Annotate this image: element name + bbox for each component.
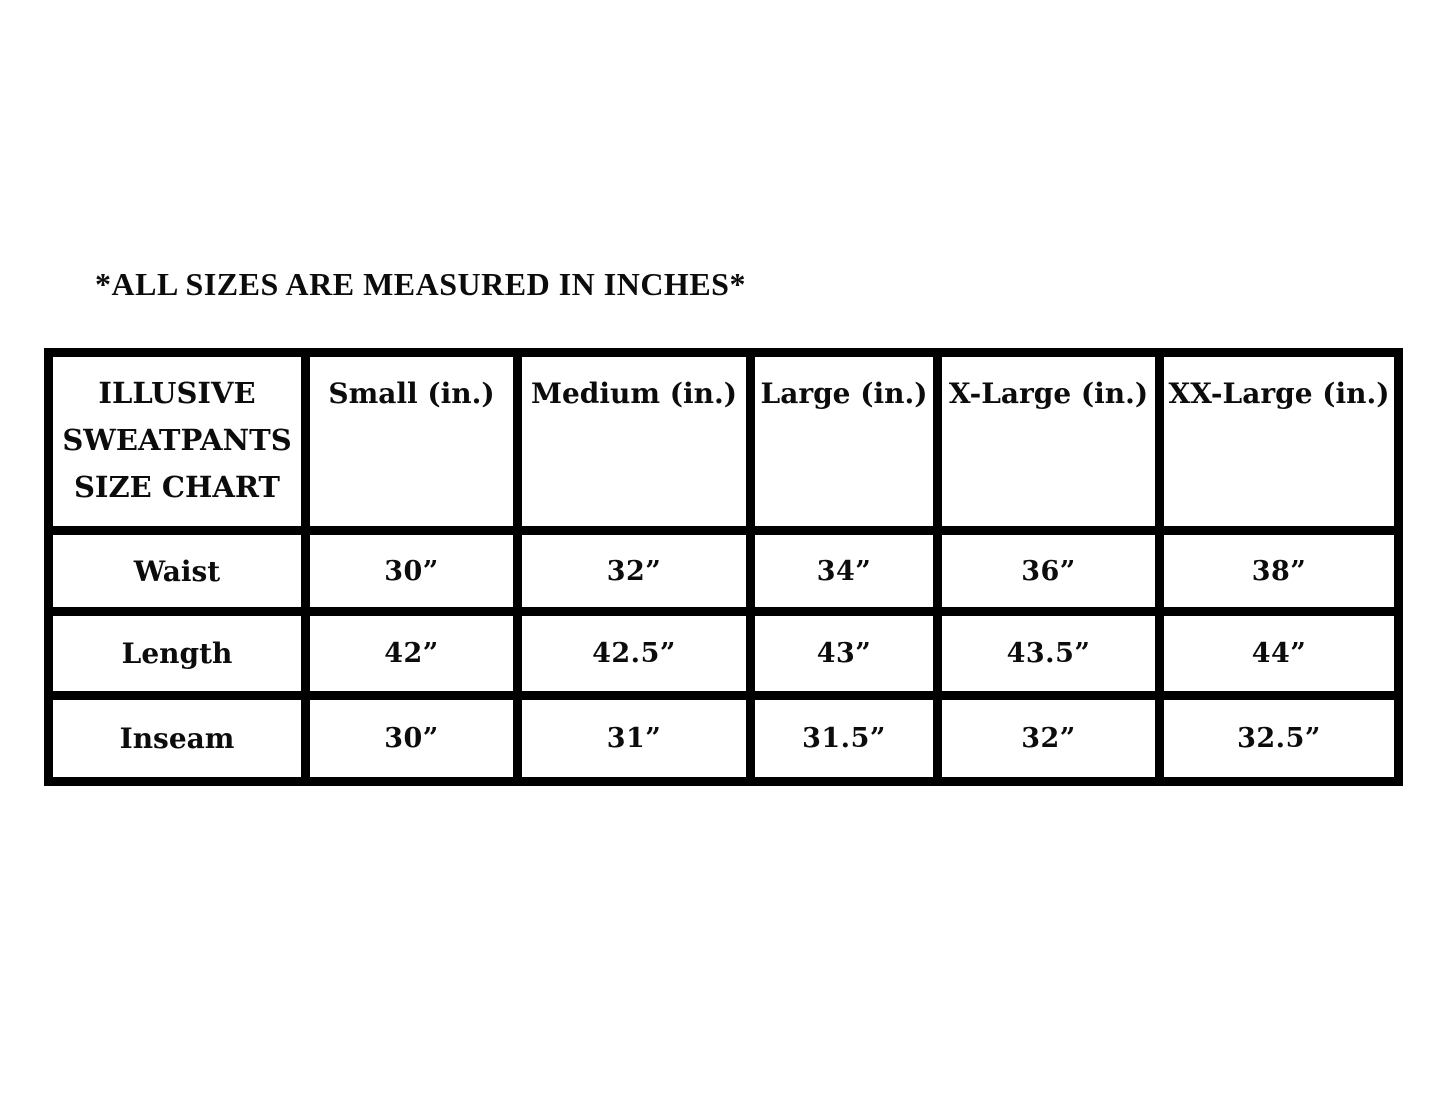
corner-header-cell: ILLUSIVE SWEATPANTS SIZE CHART [44,348,310,535]
corner-line-1: ILLUSIVE [98,376,256,410]
cell-waist-small: 30” [301,526,522,616]
cell-length-medium: 42.5” [513,607,755,700]
cell-inseam-medium: 31” [513,691,755,786]
column-header-small: Small (in.) [301,348,522,535]
cell-length-x-large: 43.5” [933,607,1164,700]
cell-inseam-xx-large: 32.5” [1155,691,1403,786]
header-row: ILLUSIVE SWEATPANTS SIZE CHART Small (in… [44,348,1403,535]
column-header-large: Large (in.) [746,348,942,535]
cell-waist-x-large: 36” [933,526,1164,616]
column-header-x-large: X-Large (in.) [933,348,1164,535]
cell-waist-xx-large: 38” [1155,526,1403,616]
cell-length-small: 42” [301,607,522,700]
column-header-medium: Medium (in.) [513,348,755,535]
row-label-inseam: Inseam [44,691,310,786]
cell-length-large: 43” [746,607,942,700]
column-header-xx-large: XX-Large (in.) [1155,348,1403,535]
cell-length-xx-large: 44” [1155,607,1403,700]
measurement-note: *ALL SIZES ARE MEASURED IN INCHES* [95,266,746,302]
row-label-waist: Waist [44,526,310,616]
corner-line-2: SWEATPANTS [62,423,292,457]
cell-inseam-small: 30” [301,691,522,786]
row-label-length: Length [44,607,310,700]
size-chart-table: ILLUSIVE SWEATPANTS SIZE CHART Small (in… [44,348,1403,786]
cell-waist-medium: 32” [513,526,755,616]
corner-line-3: SIZE CHART [73,470,281,504]
table-row-length: Length 42” 42.5” 43” 43.5” 44” [44,607,1403,700]
table-row-inseam: Inseam 30” 31” 31.5” 32” 32.5” [44,691,1403,786]
cell-waist-large: 34” [746,526,942,616]
table-row-waist: Waist 30” 32” 34” 36” 38” [44,526,1403,616]
cell-inseam-x-large: 32” [933,691,1164,786]
cell-inseam-large: 31.5” [746,691,942,786]
